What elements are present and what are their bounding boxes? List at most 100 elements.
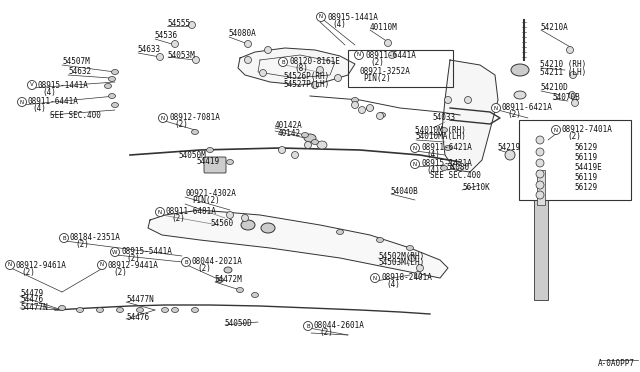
Text: PIN(2): PIN(2) (192, 196, 220, 205)
Text: 08911-6421A: 08911-6421A (502, 103, 553, 112)
Ellipse shape (252, 292, 259, 298)
Ellipse shape (406, 246, 413, 250)
Ellipse shape (77, 308, 83, 312)
Ellipse shape (440, 128, 447, 132)
Text: 40110M: 40110M (370, 23, 397, 32)
Text: 56119: 56119 (574, 173, 597, 183)
Circle shape (259, 70, 266, 77)
Circle shape (172, 41, 179, 48)
Ellipse shape (111, 70, 118, 74)
Circle shape (182, 257, 191, 266)
Ellipse shape (136, 308, 143, 312)
Ellipse shape (227, 160, 234, 164)
Text: 08184-2351A: 08184-2351A (70, 234, 121, 243)
Text: (2): (2) (21, 267, 35, 276)
Text: (2): (2) (171, 215, 185, 224)
Text: 54080A: 54080A (228, 29, 256, 38)
Circle shape (536, 136, 544, 144)
Text: V: V (30, 83, 34, 87)
Circle shape (278, 147, 285, 154)
Circle shape (410, 144, 419, 153)
Circle shape (417, 264, 424, 272)
Bar (534, 200, 548, 300)
Ellipse shape (207, 148, 214, 153)
Text: PIN(2): PIN(2) (363, 74, 391, 83)
Text: (2): (2) (319, 328, 333, 337)
Text: 54526P(RH): 54526P(RH) (283, 73, 329, 81)
Circle shape (303, 321, 312, 330)
Ellipse shape (97, 308, 104, 312)
Text: (2): (2) (174, 121, 188, 129)
Text: 54010MA(LH): 54010MA(LH) (415, 132, 466, 141)
Text: (4): (4) (32, 105, 46, 113)
Circle shape (111, 247, 120, 257)
Text: 54210D: 54210D (540, 83, 568, 93)
Circle shape (536, 181, 544, 189)
Text: 54472M: 54472M (214, 276, 242, 285)
Circle shape (492, 103, 500, 112)
Circle shape (536, 191, 544, 199)
Polygon shape (442, 60, 498, 172)
Text: 08044-2601A: 08044-2601A (314, 321, 365, 330)
Circle shape (536, 159, 544, 167)
Circle shape (358, 106, 365, 113)
Text: 54010M (RH): 54010M (RH) (415, 125, 466, 135)
Text: 56119: 56119 (574, 154, 597, 163)
Text: N: N (413, 161, 417, 167)
Text: B: B (184, 260, 188, 264)
Ellipse shape (216, 278, 223, 282)
Text: 08912-9441A: 08912-9441A (108, 260, 159, 269)
Text: 08911-6481A: 08911-6481A (166, 208, 217, 217)
Text: B: B (62, 235, 66, 241)
Text: 54210 (RH): 54210 (RH) (540, 61, 586, 70)
Ellipse shape (514, 91, 526, 99)
Text: 54210A: 54210A (540, 23, 568, 32)
Text: W: W (112, 250, 118, 254)
Text: 08912-7401A: 08912-7401A (562, 125, 613, 135)
Text: A-0A0PP7: A-0A0PP7 (598, 359, 635, 368)
Text: B: B (281, 60, 285, 64)
Ellipse shape (172, 308, 179, 312)
Ellipse shape (111, 103, 118, 108)
Bar (519, 120, 631, 200)
Text: (8): (8) (294, 64, 308, 74)
Text: 08915-1441A: 08915-1441A (327, 13, 378, 22)
Text: 08915-1441A: 08915-1441A (38, 80, 89, 90)
Text: 54560: 54560 (210, 219, 233, 228)
Text: (4): (4) (426, 167, 440, 176)
Ellipse shape (367, 106, 374, 110)
Ellipse shape (104, 83, 111, 89)
Circle shape (193, 57, 200, 64)
Text: 54050D: 54050D (224, 318, 252, 327)
Circle shape (278, 58, 287, 67)
Ellipse shape (376, 237, 383, 243)
Circle shape (408, 254, 415, 262)
Ellipse shape (351, 97, 358, 103)
Text: 08915-1421A: 08915-1421A (421, 160, 472, 169)
Text: (2): (2) (113, 267, 127, 276)
Circle shape (415, 272, 422, 279)
Ellipse shape (304, 134, 316, 142)
Circle shape (536, 170, 544, 178)
Circle shape (572, 99, 579, 106)
Text: N: N (357, 52, 361, 58)
Circle shape (335, 74, 342, 81)
Text: 54419: 54419 (196, 157, 219, 167)
Text: 00921-4302A: 00921-4302A (185, 189, 236, 199)
Circle shape (566, 46, 573, 54)
Circle shape (505, 150, 515, 160)
Text: 08911-6441A: 08911-6441A (365, 51, 416, 60)
Text: (2): (2) (197, 264, 211, 273)
Ellipse shape (237, 288, 243, 292)
Text: 54479: 54479 (20, 289, 43, 298)
Text: (2): (2) (370, 58, 384, 67)
Ellipse shape (109, 77, 115, 81)
Circle shape (28, 80, 36, 90)
Circle shape (97, 260, 106, 269)
Text: 54033: 54033 (432, 113, 455, 122)
Polygon shape (238, 48, 355, 85)
Text: N: N (373, 276, 377, 280)
Text: N: N (158, 209, 162, 215)
Circle shape (156, 208, 164, 217)
Ellipse shape (191, 308, 198, 312)
